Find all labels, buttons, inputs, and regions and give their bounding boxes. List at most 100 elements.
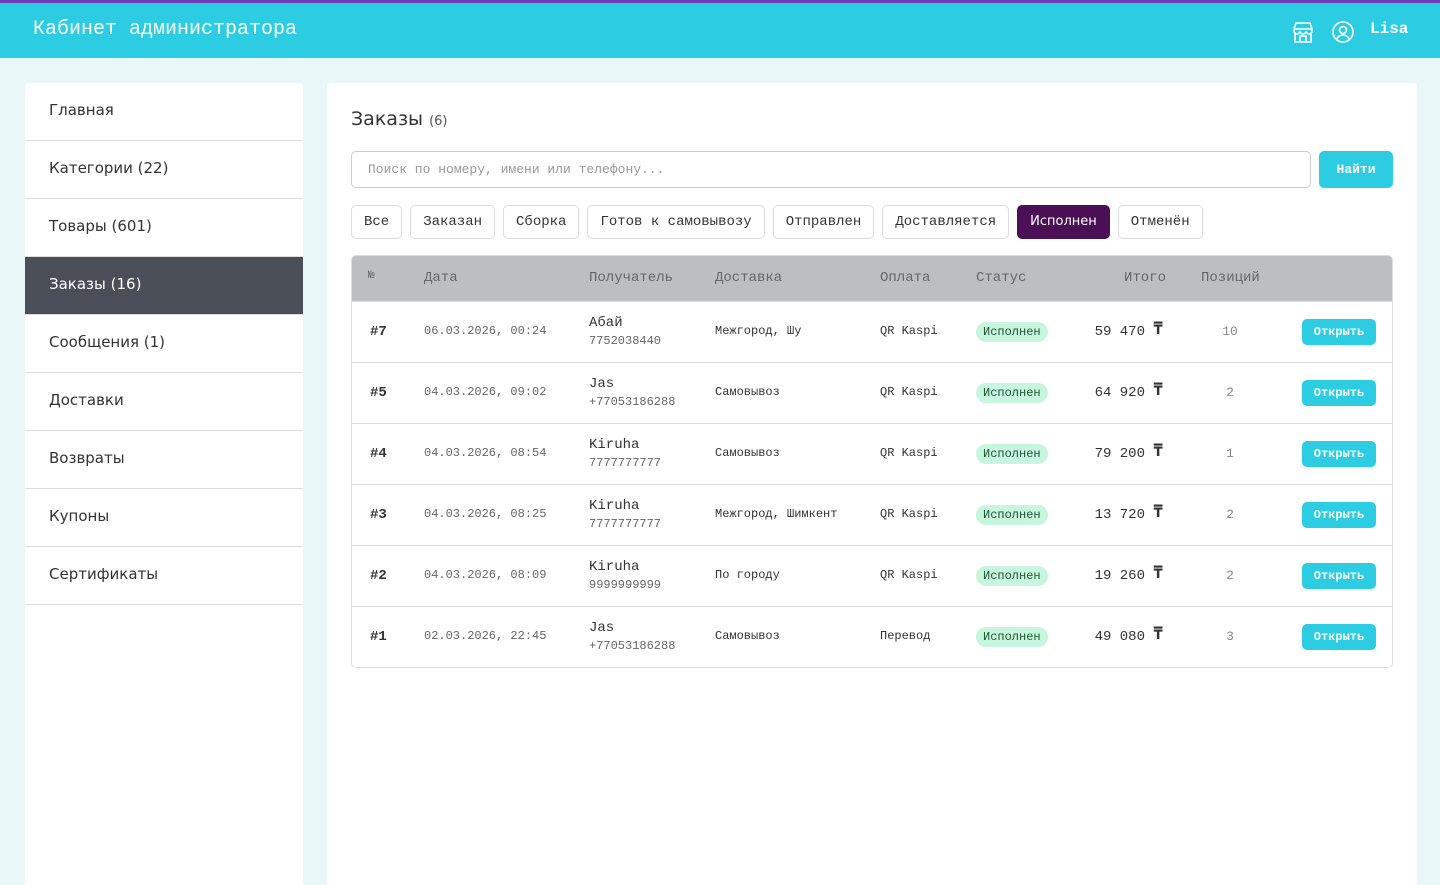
user-name[interactable]: Lisa — [1370, 20, 1409, 38]
nav-item[interactable]: Главная — [25, 83, 303, 141]
total: 64 920 — [1094, 385, 1145, 401]
search-button[interactable]: Найти — [1319, 151, 1393, 188]
recipient-name: Jas — [589, 620, 615, 636]
order-date: 04.03.2026, 09:02 — [424, 385, 547, 399]
delivery: Межгород, Шу — [715, 324, 802, 338]
user-icon[interactable] — [1331, 20, 1355, 44]
currency: ₸ — [1153, 382, 1164, 401]
recipient-name: Абай — [589, 315, 623, 331]
payment: QR Kaspi — [880, 324, 938, 338]
delivery: Самовывоз — [715, 446, 780, 460]
status-badge: Исполнен — [976, 383, 1048, 403]
payment: QR Kaspi — [880, 568, 938, 582]
total: 19 260 — [1094, 568, 1145, 584]
filter-button[interactable]: Заказан — [410, 205, 496, 239]
table-header: № Дата Получатель Доставка Оплата Статус Итого… — [352, 256, 1392, 301]
items-count: 3 — [1226, 629, 1234, 644]
total: 59 470 — [1094, 324, 1145, 340]
recipient-phone: +77053186288 — [589, 395, 676, 409]
recipient-phone: +77053186288 — [589, 639, 676, 653]
recipient-name: Jas — [589, 376, 615, 392]
delivery: Самовывоз — [715, 385, 780, 399]
table-row: #2 04.03.2026, 08:09 Kiruha 9999999999 По го… — [352, 545, 1392, 606]
open-button[interactable]: Открыть — [1302, 563, 1376, 589]
filter-button[interactable]: Готов к самовывозу — [587, 205, 765, 239]
delivery: По городу — [715, 568, 780, 582]
table-row: #5 04.03.2026, 09:02 Jas +77053186288 Самовы… — [352, 362, 1392, 423]
order-date: 06.03.2026, 00:24 — [424, 324, 547, 338]
recipient-phone: 7777777777 — [589, 517, 662, 531]
status-badge: Исполнен — [976, 444, 1048, 464]
items-count: 10 — [1222, 324, 1238, 339]
status-badge: Исполнен — [976, 566, 1048, 586]
open-button[interactable]: Открыть — [1302, 319, 1376, 345]
filter-button[interactable]: Сборка — [503, 205, 580, 239]
table-row: #3 04.03.2026, 08:25 Kiruha 7777777777 Межго… — [352, 484, 1392, 545]
sidebar: Главная Категории (22) Товары (601) Заказы … — [25, 83, 303, 885]
column-header: Оплата — [880, 270, 931, 286]
recipient-name: Kiruha — [589, 437, 640, 453]
recipient-phone: 7777777777 — [589, 456, 662, 470]
filter-button[interactable]: Отменён — [1117, 205, 1203, 239]
nav-item[interactable]: Категории (22) — [25, 141, 303, 199]
currency: ₸ — [1153, 504, 1164, 523]
total: 49 080 — [1094, 629, 1145, 645]
column-header: Статус — [976, 270, 1027, 286]
page-title-wrap: Заказы (6) — [351, 108, 447, 130]
total: 13 720 — [1094, 507, 1145, 523]
filter-button[interactable]: Доставляется — [882, 205, 1010, 239]
payment: QR Kaspi — [880, 385, 938, 399]
items-count: 2 — [1226, 507, 1234, 522]
order-date: 04.03.2026, 08:09 — [424, 568, 547, 582]
table-row: #4 04.03.2026, 08:54 Kiruha 7777777777 Самов… — [352, 423, 1392, 484]
status-badge: Исполнен — [976, 627, 1048, 647]
payment: QR Kaspi — [880, 507, 938, 521]
delivery: Самовывоз — [715, 629, 780, 643]
open-button[interactable]: Открыть — [1302, 380, 1376, 406]
orders-table: № Дата Получатель Доставка Оплата Статус Итого… — [351, 255, 1393, 668]
order-id: #7 — [370, 324, 387, 340]
column-header: Итого — [1124, 270, 1167, 286]
filter-button[interactable]: Все — [351, 205, 403, 239]
recipient-phone: 9999999999 — [589, 578, 662, 592]
column-header: № — [368, 270, 375, 282]
status-badge: Исполнен — [976, 505, 1048, 525]
recipient-name: Kiruha — [589, 559, 640, 575]
nav-item[interactable]: Возвраты — [25, 431, 303, 489]
column-header: Доставка — [715, 270, 783, 286]
nav-item[interactable]: Сообщения (1) — [25, 315, 303, 373]
status-badge: Исполнен — [976, 322, 1048, 342]
order-id: #3 — [370, 507, 387, 523]
filter-button[interactable]: Исполнен — [1017, 205, 1110, 239]
filter-button[interactable]: Отправлен — [772, 205, 875, 239]
open-button[interactable]: Открыть — [1302, 502, 1376, 528]
payment: QR Kaspi — [880, 446, 938, 460]
order-id: #2 — [370, 568, 387, 584]
page-title: Заказы — [351, 108, 424, 130]
order-id: #1 — [370, 629, 387, 645]
open-button[interactable]: Открыть — [1302, 624, 1376, 650]
total: 79 200 — [1094, 446, 1145, 462]
items-count: 2 — [1226, 385, 1234, 400]
currency: ₸ — [1153, 443, 1164, 462]
nav-item[interactable]: Купоны — [25, 489, 303, 547]
recipient-phone: 7752038440 — [589, 334, 662, 348]
order-date: 02.03.2026, 22:45 — [424, 629, 547, 643]
store-icon[interactable] — [1291, 20, 1315, 44]
items-count: 2 — [1226, 568, 1234, 583]
currency: ₸ — [1153, 626, 1164, 645]
nav-item[interactable]: Доставки — [25, 373, 303, 431]
nav-item[interactable]: Товары (601) — [25, 199, 303, 257]
nav-item[interactable]: Сертификаты — [25, 547, 303, 605]
nav-item[interactable]: Заказы (16) — [25, 257, 303, 315]
column-header: Позиций — [1201, 270, 1260, 286]
table-row: #7 06.03.2026, 00:24 Абай 7752038440 Межгоро… — [352, 301, 1392, 362]
table-row: #1 02.03.2026, 22:45 Jas +77053186288 Самовы… — [352, 606, 1392, 667]
order-id: #4 — [370, 446, 387, 462]
recipient-name: Kiruha — [589, 498, 640, 514]
open-button[interactable]: Открыть — [1302, 441, 1376, 467]
search-input[interactable]: Поиск по номеру, имени или телефону... — [351, 151, 1311, 188]
main-panel: Заказы (6) Поиск по номеру, имени или тел… — [327, 83, 1417, 885]
